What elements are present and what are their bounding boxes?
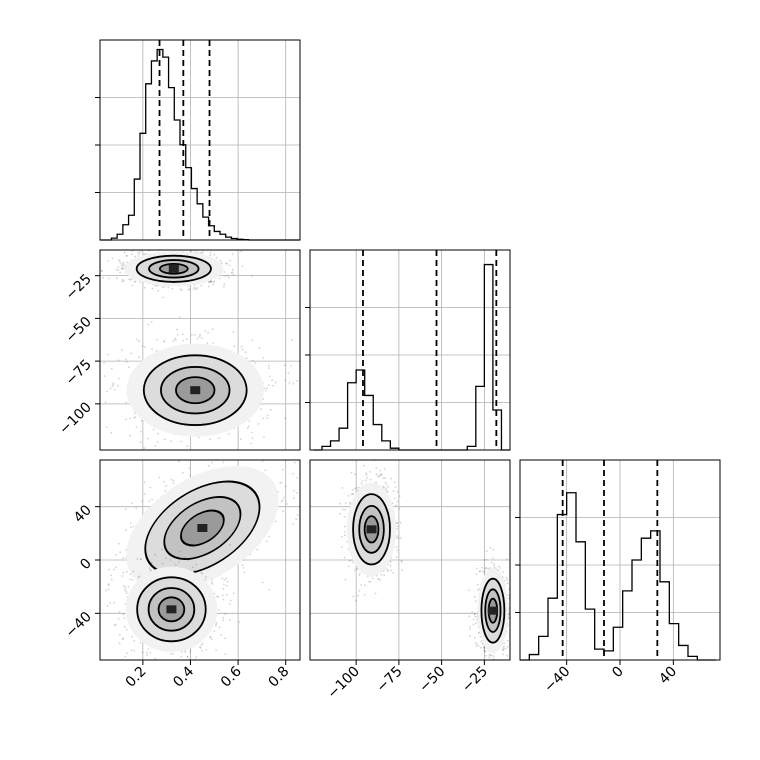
histogram-bin — [484, 265, 493, 450]
x-tick-label: 0.2 — [123, 664, 150, 691]
histogram-bin — [641, 538, 650, 660]
histogram-bin — [123, 225, 129, 240]
histogram-bin — [557, 515, 566, 660]
histogram-bin — [151, 61, 157, 240]
x-tick-label: −75 — [374, 664, 406, 696]
p1-vs-p2: −25 −50 −75 −100 — [56, 249, 301, 451]
x-tick-label: 0.4 — [170, 663, 197, 690]
y-tick-label: −100 — [56, 399, 95, 438]
y-tick-label: −25 — [63, 271, 95, 303]
panel-frame — [309, 249, 511, 451]
y-tick-label: 0 — [77, 556, 95, 574]
p1-vs-p3: 0.2 0.4 0.6 0.8 40 0 −40 — [63, 459, 301, 691]
histogram-bin — [373, 425, 382, 450]
histogram-bin — [203, 217, 209, 240]
histogram-step — [520, 492, 716, 661]
histogram-bin — [613, 627, 622, 660]
histogram-bin — [539, 636, 548, 660]
x-tick-label: 40 — [656, 664, 680, 688]
histogram-bin — [623, 591, 632, 660]
x-tick-label: −25 — [459, 664, 491, 696]
density-peak — [197, 524, 208, 532]
histogram-bin — [331, 441, 340, 450]
density-peak — [190, 386, 201, 395]
x-tick-label: 0 — [609, 664, 627, 682]
histogram-bin — [382, 441, 391, 450]
histogram-bin — [191, 189, 197, 240]
histogram-bin — [134, 179, 140, 240]
density-layer — [105, 460, 300, 660]
y-tick-label: −40 — [63, 609, 95, 641]
histogram-bin — [585, 609, 594, 660]
x-tick-label: 0.8 — [265, 664, 292, 691]
histogram-bin — [169, 88, 175, 240]
histogram-bin — [129, 215, 135, 240]
histogram-bin — [214, 231, 220, 240]
density-layer — [339, 460, 510, 660]
histogram-bin — [548, 598, 557, 660]
hist-p2 — [305, 249, 511, 451]
hist-p3: −40 0 40 — [515, 459, 721, 696]
histogram-bin — [576, 542, 585, 660]
y-tick-label: 40 — [71, 502, 95, 526]
y-tick-label: −75 — [63, 357, 95, 389]
histogram-bin — [146, 84, 152, 240]
histogram-bin — [163, 57, 169, 240]
x-tick-label: −40 — [541, 664, 573, 696]
histogram-bin — [339, 428, 348, 450]
histogram-bin — [220, 234, 226, 240]
histogram-bin — [679, 645, 688, 660]
histogram-bin — [529, 655, 538, 660]
histogram-bin — [174, 120, 180, 240]
histogram-bin — [348, 383, 357, 450]
panel-frame — [99, 39, 301, 241]
histogram-bin — [651, 531, 660, 660]
histogram-step — [313, 263, 510, 451]
histogram-bin — [197, 204, 203, 240]
corner-plot-panels: −40 0 40 −25 −50 −75 −100 0.2 0.4 0.6 0.8 40 0 −40 −10… — [56, 39, 721, 703]
histogram-bin — [669, 624, 678, 660]
y-tick-label: −50 — [63, 314, 95, 346]
density-peak — [487, 606, 498, 615]
panel-frame — [309, 459, 511, 661]
x-tick-label: 0.6 — [218, 663, 245, 690]
density-peak — [366, 525, 377, 534]
panel-frame — [99, 249, 301, 451]
histogram-bin — [476, 386, 485, 450]
histogram-bin — [365, 395, 374, 450]
density-peak — [166, 605, 177, 614]
histogram-bin — [595, 649, 604, 660]
histogram-bin — [632, 560, 641, 660]
histogram-bin — [117, 234, 123, 240]
density-layer — [100, 250, 298, 450]
x-tick-label: −100 — [324, 664, 363, 703]
p2-vs-p3: −100 −75 −50 −25 — [309, 459, 511, 703]
x-tick-label: −50 — [416, 664, 448, 696]
hist-p1 — [95, 39, 301, 241]
histogram-bin — [604, 651, 613, 660]
density-peak — [168, 264, 179, 273]
histogram-bin — [660, 582, 669, 660]
